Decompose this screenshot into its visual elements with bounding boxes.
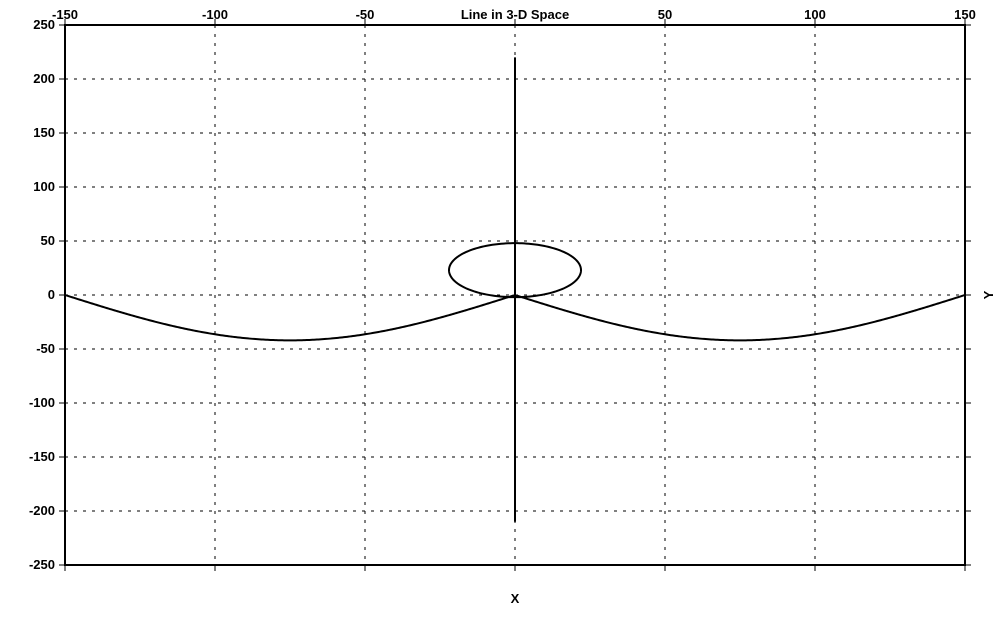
- y-tick-label: 50: [41, 233, 55, 248]
- x-tick-label: 150: [954, 7, 976, 22]
- y-tick-label: 0: [48, 287, 55, 302]
- chart-title: Line in 3-D Space: [461, 7, 569, 22]
- chart-container: -150 -100 -50 50 100 150 -250 -200 -150 -100 -50 0 5…: [0, 0, 1000, 621]
- y-tick-label: -200: [29, 503, 55, 518]
- chart-background: [0, 0, 1000, 621]
- x-axis-label: X: [511, 591, 520, 606]
- x-tick-label: 50: [658, 7, 672, 22]
- x-tick-label: 100: [804, 7, 826, 22]
- y-tick-label: -150: [29, 449, 55, 464]
- y-tick-label: 250: [33, 17, 55, 32]
- chart-svg: -150 -100 -50 50 100 150 -250 -200 -150 -100 -50 0 5…: [0, 0, 1000, 621]
- y-tick-label: -100: [29, 395, 55, 410]
- x-tick-label: -150: [52, 7, 78, 22]
- y-tick-label: 100: [33, 179, 55, 194]
- y-tick-label: -50: [36, 341, 55, 356]
- y-axis-label: Y: [981, 290, 996, 299]
- y-tick-label: 200: [33, 71, 55, 86]
- y-tick-label: -250: [29, 557, 55, 572]
- x-tick-label: -50: [356, 7, 375, 22]
- y-tick-label: 150: [33, 125, 55, 140]
- x-tick-label: -100: [202, 7, 228, 22]
